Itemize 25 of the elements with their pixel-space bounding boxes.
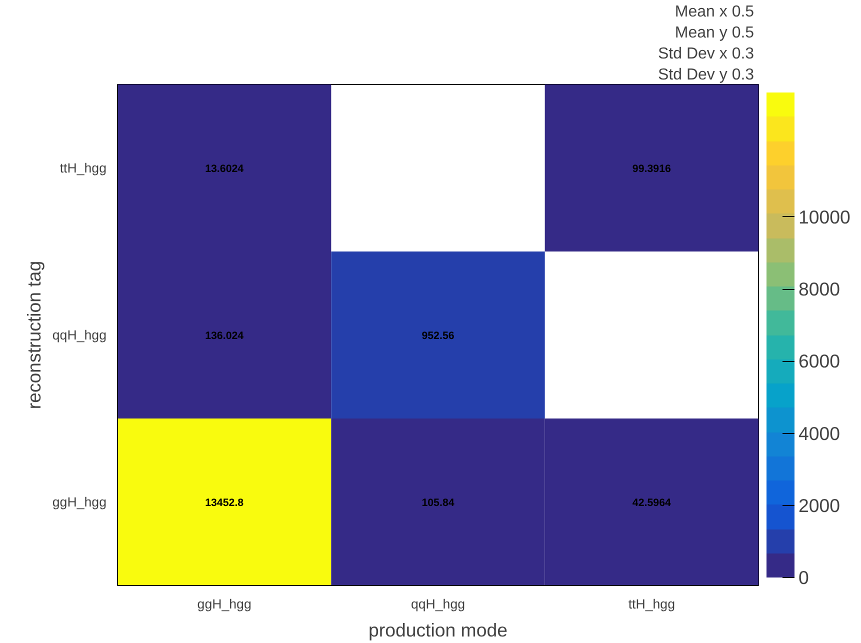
y-tick-label: qqH_hgg (52, 328, 107, 342)
y-axis-title: reconstruction tag (23, 260, 44, 410)
color-bar-label: 8000 (798, 278, 840, 300)
x-tick-label: qqH_hgg (410, 596, 466, 612)
data-label: 105.84 (422, 497, 454, 509)
text: Mean x 0.5 (674, 4, 754, 20)
data-label: 136.024 (205, 330, 244, 342)
data-label: 99.3916 (632, 163, 671, 175)
data-label: 13452.8 (205, 497, 244, 509)
y-tick-label: ttH_hgg (60, 160, 107, 176)
x-tick-label: ggH_hgg (197, 596, 252, 612)
color-bar-label: 4000 (798, 422, 840, 444)
text: Std Dev x 0.3 (658, 46, 754, 62)
y-tick-label: ggH_hgg (52, 494, 107, 510)
color-bar-label: 2000 (798, 494, 840, 516)
color-bar-label: 6000 (798, 350, 840, 372)
data-label: 42.5964 (632, 497, 671, 509)
color-bar-label: 0 (798, 567, 809, 588)
color-bar-label: 10000 (798, 206, 850, 228)
text: Std Dev y 0.3 (658, 66, 754, 84)
text: Mean y 0.5 (674, 24, 754, 42)
data-label: 13.6024 (205, 163, 244, 175)
x-axis-title: production mode (368, 620, 508, 640)
x-tick-label: ttH_hgg (628, 596, 676, 612)
data-label: 952.56 (422, 330, 454, 342)
